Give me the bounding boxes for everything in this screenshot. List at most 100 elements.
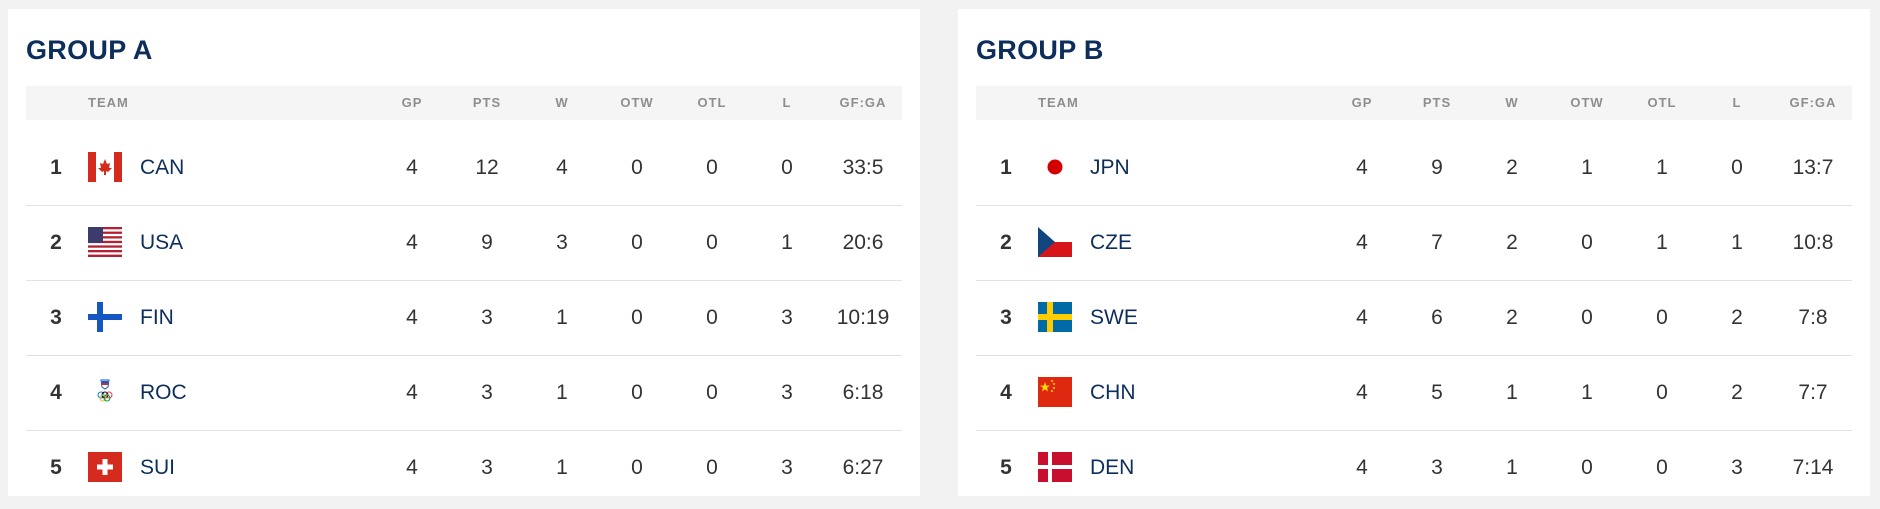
otw-value: 1 — [1581, 156, 1593, 179]
l-value: 3 — [781, 306, 793, 329]
table-row[interactable]: 1 JPN 4 9 2 1 1 0 13:7 — [976, 130, 1852, 206]
table-row[interactable]: 5 SUI 4 3 1 0 0 3 6:27 — [26, 430, 902, 505]
rank: 4 — [1000, 381, 1012, 404]
gp-value: 4 — [406, 381, 418, 404]
rank: 3 — [50, 306, 62, 329]
team-name[interactable]: JPN — [1090, 156, 1130, 179]
gf-ga-value: 20:6 — [842, 231, 884, 254]
table-row[interactable]: 3 SWE 4 6 2 0 0 2 7:8 — [976, 280, 1852, 356]
pts-value: 9 — [1431, 156, 1443, 179]
l-value: 2 — [1731, 306, 1743, 329]
gf-ga-value: 13:7 — [1792, 156, 1834, 179]
header-gf-ga: GF:GA — [839, 95, 887, 110]
w-value: 1 — [556, 456, 568, 479]
table-row[interactable]: 3 FIN 4 3 1 0 0 3 10:19 — [26, 280, 902, 356]
rank: 5 — [1000, 456, 1012, 479]
roc-emblem-icon — [88, 377, 122, 407]
canada-flag-icon — [88, 152, 122, 182]
otl-value: 0 — [706, 156, 718, 179]
w-value: 4 — [556, 156, 568, 179]
team-name[interactable]: DEN — [1090, 456, 1135, 479]
gp-value: 4 — [1356, 156, 1368, 179]
l-value: 3 — [781, 381, 793, 404]
otl-value: 1 — [1656, 231, 1668, 254]
team-name[interactable]: ROC — [140, 381, 187, 404]
gf-ga-value: 10:8 — [1792, 231, 1834, 254]
pts-value: 5 — [1431, 381, 1443, 404]
rank: 2 — [1000, 231, 1012, 254]
gp-value: 4 — [406, 231, 418, 254]
finland-flag-icon — [88, 302, 122, 332]
gp-value: 4 — [406, 156, 418, 179]
l-value: 0 — [1731, 156, 1743, 179]
gp-value: 4 — [1356, 456, 1368, 479]
header-team: TEAM — [1038, 95, 1079, 110]
l-value: 2 — [1731, 381, 1743, 404]
otw-value: 0 — [631, 306, 643, 329]
gf-ga-value: 7:14 — [1792, 456, 1834, 479]
header-otw: OTW — [620, 95, 654, 110]
otl-value: 0 — [706, 306, 718, 329]
gp-value: 4 — [406, 306, 418, 329]
table-row[interactable]: 5 DEN 4 3 1 0 0 3 7:14 — [976, 430, 1852, 505]
team-name[interactable]: CAN — [140, 156, 185, 179]
otl-value: 0 — [1656, 456, 1668, 479]
w-value: 1 — [1506, 456, 1518, 479]
header-otl: OTL — [1647, 95, 1677, 110]
pts-value: 3 — [481, 456, 493, 479]
group-b-standings-panel: GROUP B TEAM GP PTS W OTW OTL L GF:GA 1 … — [958, 9, 1870, 496]
header-l: L — [782, 95, 792, 110]
header-l: L — [1732, 95, 1742, 110]
gp-value: 4 — [1356, 231, 1368, 254]
team-name[interactable]: CZE — [1090, 231, 1132, 254]
w-value: 2 — [1506, 306, 1518, 329]
otl-value: 0 — [706, 231, 718, 254]
usa-flag-icon — [88, 227, 122, 257]
team-name[interactable]: FIN — [140, 306, 174, 329]
header-pts: PTS — [1422, 95, 1452, 110]
rank: 1 — [50, 156, 62, 179]
header-w: W — [1505, 95, 1519, 110]
pts-value: 6 — [1431, 306, 1443, 329]
otw-value: 1 — [1581, 381, 1593, 404]
table-row[interactable]: 2 CZE 4 7 2 0 1 1 10:8 — [976, 205, 1852, 281]
rank: 2 — [50, 231, 62, 254]
team-name[interactable]: SUI — [140, 456, 176, 479]
header-otl: OTL — [697, 95, 727, 110]
otl-value: 0 — [706, 381, 718, 404]
gf-ga-value: 10:19 — [836, 306, 890, 329]
w-value: 1 — [1506, 381, 1518, 404]
team-name[interactable]: CHN — [1090, 381, 1136, 404]
gp-value: 4 — [1356, 381, 1368, 404]
table-row[interactable]: 1 CAN 4 12 4 0 0 0 33:5 — [26, 130, 902, 206]
gp-value: 4 — [1356, 306, 1368, 329]
sweden-flag-icon — [1038, 302, 1072, 332]
rank: 4 — [50, 381, 62, 404]
otw-value: 0 — [631, 231, 643, 254]
team-name[interactable]: USA — [140, 231, 184, 254]
pts-value: 7 — [1431, 231, 1443, 254]
pts-value: 3 — [481, 306, 493, 329]
otw-value: 0 — [631, 456, 643, 479]
w-value: 1 — [556, 381, 568, 404]
table-row[interactable]: 4 CHN 4 5 1 1 0 2 7:7 — [976, 355, 1852, 431]
header-gf-ga: GF:GA — [1789, 95, 1837, 110]
pts-value: 3 — [1431, 456, 1443, 479]
gf-ga-value: 6:27 — [842, 456, 884, 479]
switzerland-flag-icon — [88, 452, 122, 482]
table-header: TEAM GP PTS W OTW OTL L GF:GA — [976, 86, 1852, 120]
header-otw: OTW — [1570, 95, 1604, 110]
table-row[interactable]: 2 USA 4 9 3 0 0 1 20:6 — [26, 205, 902, 281]
gf-ga-value: 7:7 — [1798, 381, 1828, 404]
table-row[interactable]: 4 ROC 4 3 1 0 0 3 6:18 — [26, 355, 902, 431]
czechia-flag-icon — [1038, 227, 1072, 257]
team-name[interactable]: SWE — [1090, 306, 1138, 329]
w-value: 2 — [1506, 231, 1518, 254]
l-value: 3 — [1731, 456, 1743, 479]
table-header: TEAM GP PTS W OTW OTL L GF:GA — [26, 86, 902, 120]
gf-ga-value: 33:5 — [842, 156, 884, 179]
otl-value: 0 — [1656, 381, 1668, 404]
group-a-standings-panel: GROUP A TEAM GP PTS W OTW OTL L GF:GA 1 … — [8, 9, 920, 496]
header-team: TEAM — [88, 95, 129, 110]
pts-value: 3 — [481, 381, 493, 404]
